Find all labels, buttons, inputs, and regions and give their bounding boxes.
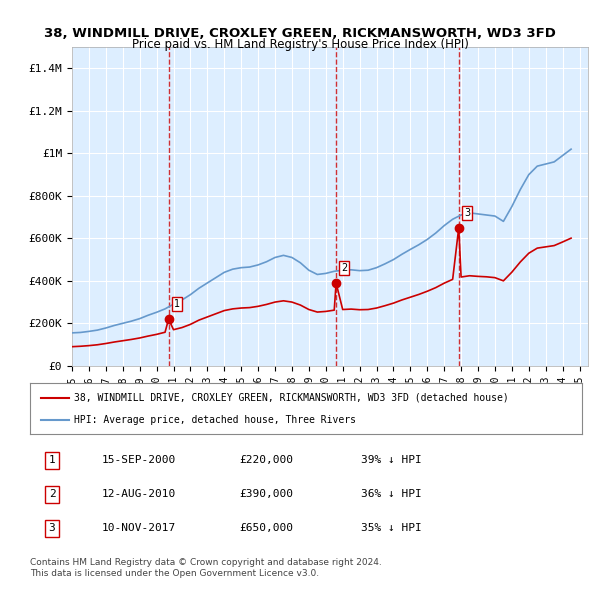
Text: 39% ↓ HPI: 39% ↓ HPI bbox=[361, 455, 422, 465]
Text: 38, WINDMILL DRIVE, CROXLEY GREEN, RICKMANSWORTH, WD3 3FD: 38, WINDMILL DRIVE, CROXLEY GREEN, RICKM… bbox=[44, 27, 556, 40]
Text: 3: 3 bbox=[49, 523, 55, 533]
Text: £220,000: £220,000 bbox=[240, 455, 294, 465]
Text: 10-NOV-2017: 10-NOV-2017 bbox=[102, 523, 176, 533]
Text: Price paid vs. HM Land Registry's House Price Index (HPI): Price paid vs. HM Land Registry's House … bbox=[131, 38, 469, 51]
Text: Contains HM Land Registry data © Crown copyright and database right 2024.: Contains HM Land Registry data © Crown c… bbox=[30, 558, 382, 566]
Text: 2: 2 bbox=[49, 489, 55, 499]
Text: 38, WINDMILL DRIVE, CROXLEY GREEN, RICKMANSWORTH, WD3 3FD (detached house): 38, WINDMILL DRIVE, CROXLEY GREEN, RICKM… bbox=[74, 392, 509, 402]
Text: This data is licensed under the Open Government Licence v3.0.: This data is licensed under the Open Gov… bbox=[30, 569, 319, 578]
Text: HPI: Average price, detached house, Three Rivers: HPI: Average price, detached house, Thre… bbox=[74, 415, 356, 425]
Text: 35% ↓ HPI: 35% ↓ HPI bbox=[361, 523, 422, 533]
Text: 15-SEP-2000: 15-SEP-2000 bbox=[102, 455, 176, 465]
Text: 36% ↓ HPI: 36% ↓ HPI bbox=[361, 489, 422, 499]
Text: 1: 1 bbox=[49, 455, 55, 465]
Text: £390,000: £390,000 bbox=[240, 489, 294, 499]
Text: 12-AUG-2010: 12-AUG-2010 bbox=[102, 489, 176, 499]
Text: 3: 3 bbox=[464, 208, 470, 218]
Text: 1: 1 bbox=[173, 299, 180, 309]
Text: £650,000: £650,000 bbox=[240, 523, 294, 533]
Text: 2: 2 bbox=[341, 263, 347, 273]
